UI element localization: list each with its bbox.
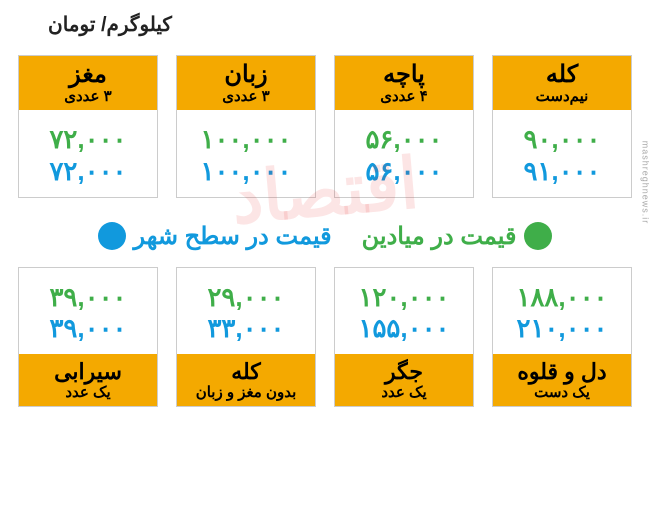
- card-title: جگر: [335, 360, 473, 384]
- price-city: ۱۰۰,۰۰۰: [177, 156, 315, 187]
- bottom-row: ۳۹,۰۰۰ ۳۹,۰۰۰ سیرابی یک عدد ۲۹,۰۰۰ ۳۳,۰۰…: [18, 267, 632, 408]
- price-market: ۱۸۸,۰۰۰: [493, 282, 631, 313]
- dot-green-icon: [524, 222, 552, 250]
- price-card: ۱۸۸,۰۰۰ ۲۱۰,۰۰۰ دل و قلوه یک دست: [492, 267, 632, 408]
- price-market: ۳۹,۰۰۰: [19, 282, 157, 313]
- price-city: ۱۵۵,۰۰۰: [335, 313, 473, 344]
- card-title: مغز: [19, 62, 157, 88]
- top-row: مغز ۳ عددی ۷۲,۰۰۰ ۷۲,۰۰۰ زبان ۳ عددی ۱۰۰…: [18, 55, 632, 198]
- card-body: ۱۲۰,۰۰۰ ۱۵۵,۰۰۰: [335, 268, 473, 354]
- card-body: ۱۰۰,۰۰۰ ۱۰۰,۰۰۰: [177, 110, 315, 196]
- card-body: ۱۸۸,۰۰۰ ۲۱۰,۰۰۰: [493, 268, 631, 354]
- card-subtitle: بدون مغز و زبان: [177, 384, 315, 402]
- card-subtitle: یک عدد: [335, 384, 473, 402]
- card-header: زبان ۳ عددی: [177, 56, 315, 110]
- price-market: ۹۰,۰۰۰: [493, 124, 631, 155]
- card-body: ۷۲,۰۰۰ ۷۲,۰۰۰: [19, 110, 157, 196]
- card-header: کله نیم‌دست: [493, 56, 631, 110]
- unit-label: کیلوگرم/ تومان: [18, 12, 632, 37]
- price-market: ۷۲,۰۰۰: [19, 124, 157, 155]
- price-card: ۳۹,۰۰۰ ۳۹,۰۰۰ سیرابی یک عدد: [18, 267, 158, 408]
- price-city: ۳۹,۰۰۰: [19, 313, 157, 344]
- price-market: ۱۲۰,۰۰۰: [335, 282, 473, 313]
- card-subtitle: یک دست: [493, 384, 631, 402]
- card-subtitle: نیم‌دست: [493, 88, 631, 106]
- card-title: زبان: [177, 62, 315, 88]
- card-header: مغز ۳ عددی: [19, 56, 157, 110]
- source-label: mashreghnews.ir: [641, 141, 650, 225]
- card-footer: سیرابی یک عدد: [19, 354, 157, 406]
- price-city: ۳۳,۰۰۰: [177, 313, 315, 344]
- price-card: ۲۹,۰۰۰ ۳۳,۰۰۰ کله بدون مغز و زبان: [176, 267, 316, 408]
- card-footer: جگر یک عدد: [335, 354, 473, 406]
- price-market: ۵۶,۰۰۰: [335, 124, 473, 155]
- card-title: دل و قلوه: [493, 360, 631, 384]
- legend-market: قیمت در میادین: [362, 222, 553, 251]
- card-body: ۵۶,۰۰۰ ۵۶,۰۰۰: [335, 110, 473, 196]
- card-subtitle: یک عدد: [19, 384, 157, 402]
- legend-city-label: قیمت در سطح شهر: [134, 222, 332, 251]
- legend-market-label: قیمت در میادین: [362, 222, 517, 251]
- card-title: کله: [177, 360, 315, 384]
- dot-blue-icon: [98, 222, 126, 250]
- card-subtitle: ۳ عددی: [19, 88, 157, 106]
- legend-city: قیمت در سطح شهر: [98, 222, 332, 251]
- card-subtitle: ۳ عددی: [177, 88, 315, 106]
- card-body: ۳۹,۰۰۰ ۳۹,۰۰۰: [19, 268, 157, 354]
- legend: قیمت در میادین قیمت در سطح شهر: [18, 222, 632, 251]
- price-card: کله نیم‌دست ۹۰,۰۰۰ ۹۱,۰۰۰: [492, 55, 632, 198]
- card-body: ۹۰,۰۰۰ ۹۱,۰۰۰: [493, 110, 631, 196]
- price-card: زبان ۳ عددی ۱۰۰,۰۰۰ ۱۰۰,۰۰۰: [176, 55, 316, 198]
- card-footer: کله بدون مغز و زبان: [177, 354, 315, 406]
- price-city: ۷۲,۰۰۰: [19, 156, 157, 187]
- price-card: پاچه ۴ عددی ۵۶,۰۰۰ ۵۶,۰۰۰: [334, 55, 474, 198]
- price-market: ۱۰۰,۰۰۰: [177, 124, 315, 155]
- price-card: ۱۲۰,۰۰۰ ۱۵۵,۰۰۰ جگر یک عدد: [334, 267, 474, 408]
- card-body: ۲۹,۰۰۰ ۳۳,۰۰۰: [177, 268, 315, 354]
- price-city: ۲۱۰,۰۰۰: [493, 313, 631, 344]
- card-header: پاچه ۴ عددی: [335, 56, 473, 110]
- card-title: کله: [493, 62, 631, 88]
- price-city: ۹۱,۰۰۰: [493, 156, 631, 187]
- card-title: سیرابی: [19, 360, 157, 384]
- card-title: پاچه: [335, 62, 473, 88]
- price-card: مغز ۳ عددی ۷۲,۰۰۰ ۷۲,۰۰۰: [18, 55, 158, 198]
- price-market: ۲۹,۰۰۰: [177, 282, 315, 313]
- card-subtitle: ۴ عددی: [335, 88, 473, 106]
- card-footer: دل و قلوه یک دست: [493, 354, 631, 406]
- price-city: ۵۶,۰۰۰: [335, 156, 473, 187]
